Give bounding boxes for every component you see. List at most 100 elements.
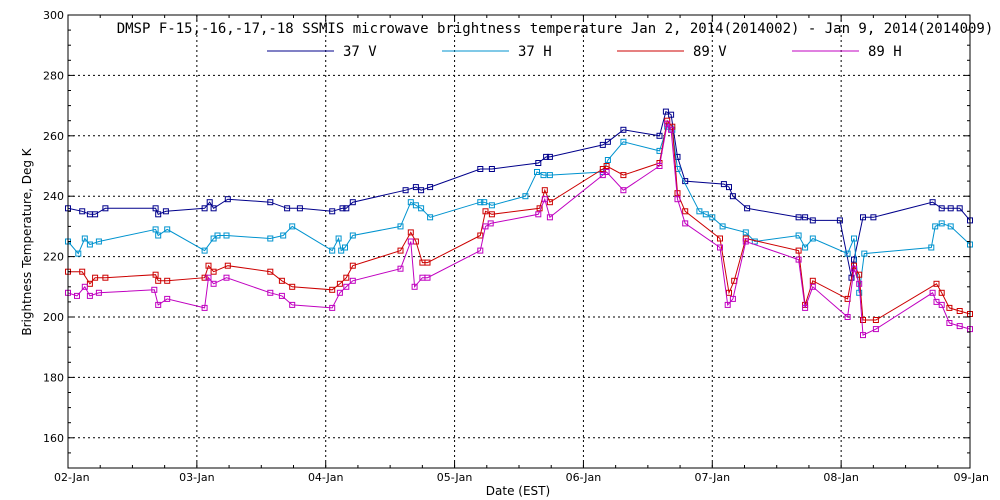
data-point xyxy=(809,277,816,284)
legend-item-89-v: 89 V xyxy=(617,44,727,60)
plot-frame xyxy=(67,14,971,469)
data-point xyxy=(329,304,336,311)
data-point xyxy=(795,247,802,254)
data-point xyxy=(856,271,863,278)
y-tick-label: 280 xyxy=(43,69,64,82)
data-point xyxy=(604,138,611,145)
data-point xyxy=(92,274,99,281)
data-point xyxy=(729,193,736,200)
data-point xyxy=(86,241,93,248)
series-37-h xyxy=(65,123,973,296)
data-point xyxy=(656,163,663,169)
data-point xyxy=(844,250,851,257)
data-point xyxy=(620,172,627,179)
data-point xyxy=(164,295,171,302)
data-point xyxy=(155,232,162,239)
data-point xyxy=(938,289,945,296)
data-point xyxy=(872,326,879,333)
data-point xyxy=(102,274,109,281)
data-point xyxy=(223,232,230,239)
data-point xyxy=(724,301,731,308)
data-point xyxy=(95,289,102,296)
data-point xyxy=(742,238,749,245)
data-point xyxy=(599,172,606,179)
axis-ticks: 02-Jan 03-Jan 04-Jan 05-Jan 06-Jan 07-Jan 08-J… xyxy=(43,9,989,484)
data-point xyxy=(668,111,675,118)
data-point xyxy=(155,277,162,284)
x-axis-label: Date (EST) xyxy=(486,484,550,498)
data-point xyxy=(164,277,171,284)
data-point xyxy=(603,169,610,175)
data-point xyxy=(201,274,208,281)
data-point xyxy=(477,232,484,239)
series-37-v xyxy=(65,108,973,281)
series-line-37-h xyxy=(67,125,971,293)
data-point xyxy=(795,214,802,221)
data-point xyxy=(656,132,663,139)
data-point xyxy=(75,250,82,257)
data-point xyxy=(343,283,350,290)
data-point xyxy=(74,292,80,299)
data-point xyxy=(929,199,936,206)
data-point xyxy=(856,280,863,287)
legend-item-37-h: 37 H xyxy=(442,44,552,60)
data-point xyxy=(938,220,945,227)
series-lines xyxy=(65,108,973,339)
data-point xyxy=(861,250,868,257)
data-point xyxy=(397,247,404,254)
data-point xyxy=(795,232,802,239)
data-point xyxy=(223,274,230,281)
data-point xyxy=(933,280,940,287)
data-point xyxy=(946,320,953,326)
data-point xyxy=(620,138,627,145)
data-point xyxy=(851,265,857,272)
data-point xyxy=(717,235,723,242)
data-point xyxy=(836,217,843,224)
x-tick-label: 05-Jan xyxy=(437,471,473,484)
data-point xyxy=(947,205,954,212)
y-tick-label: 200 xyxy=(43,311,64,324)
data-point xyxy=(620,187,627,194)
data-point xyxy=(155,211,162,218)
data-point xyxy=(329,208,336,215)
data-point xyxy=(289,301,296,308)
data-point xyxy=(284,205,291,212)
data-point xyxy=(802,214,809,221)
data-point xyxy=(267,199,274,206)
data-point xyxy=(280,232,287,239)
data-point xyxy=(662,108,669,115)
data-point xyxy=(407,238,414,245)
data-point xyxy=(418,187,425,194)
data-point xyxy=(210,268,217,275)
legend-label: 37 H xyxy=(518,44,552,60)
data-point xyxy=(540,172,547,179)
data-point xyxy=(482,208,489,215)
data-point xyxy=(682,220,689,227)
data-point xyxy=(682,208,689,215)
data-point xyxy=(851,235,857,242)
data-point xyxy=(802,244,809,251)
data-point xyxy=(928,244,935,251)
chart-title: DMSP F-15,-16,-17,-18 SSMIS microwave br… xyxy=(117,21,994,37)
y-tick-label: 220 xyxy=(43,251,64,264)
data-point xyxy=(860,317,866,323)
data-point xyxy=(543,153,550,160)
data-point xyxy=(947,223,954,230)
data-point xyxy=(152,271,159,278)
data-point xyxy=(427,184,434,191)
data-point xyxy=(296,205,303,212)
data-point xyxy=(343,274,350,281)
grid xyxy=(68,15,970,468)
data-point xyxy=(349,277,356,284)
data-point xyxy=(938,301,945,308)
data-point xyxy=(809,283,816,290)
data-point xyxy=(152,226,159,233)
data-point xyxy=(424,274,431,281)
x-tick-label: 08-Jan xyxy=(823,471,859,484)
data-point xyxy=(412,184,419,191)
data-point xyxy=(802,304,809,311)
data-point xyxy=(932,223,939,230)
data-point xyxy=(329,286,336,293)
data-point xyxy=(267,268,274,275)
data-point xyxy=(164,226,171,233)
